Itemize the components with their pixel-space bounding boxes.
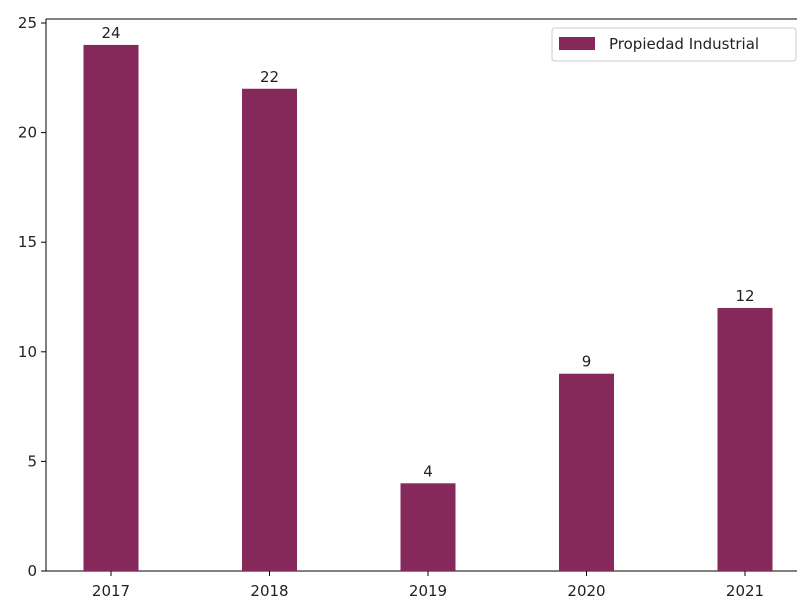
bar-2021 xyxy=(717,307,773,571)
data-label-2019: 4 xyxy=(423,462,433,480)
x-tick-label-2018: 2018 xyxy=(250,582,288,599)
x-tick-label-2019: 2019 xyxy=(409,582,447,599)
legend-swatch xyxy=(559,37,595,50)
data-label-2020: 9 xyxy=(582,353,592,371)
bar-2020 xyxy=(559,373,614,571)
bar-2019 xyxy=(400,483,456,571)
y-tick-label-25: 25 xyxy=(18,14,37,32)
x-tick-label-2021: 2021 xyxy=(726,582,764,599)
y-tick-label-20: 20 xyxy=(18,124,37,142)
legend-label: Propiedad Industrial xyxy=(609,35,759,53)
legend-box xyxy=(551,27,797,62)
x-tick-label-2020: 2020 xyxy=(567,582,605,599)
y-tick-label-0: 0 xyxy=(27,562,37,580)
x-tick-label-2017: 2017 xyxy=(92,582,130,599)
x-axis: 2017 2018 2019 2020 2021 xyxy=(92,571,764,599)
y-axis: 0 5 10 15 20 25 xyxy=(18,14,46,580)
legend: Propiedad Industrial xyxy=(551,27,797,62)
bar-2017 xyxy=(83,44,139,572)
data-label-2018: 22 xyxy=(260,68,279,86)
bars xyxy=(83,44,773,572)
y-tick-label-5: 5 xyxy=(27,452,37,470)
data-label-2017: 24 xyxy=(101,24,120,42)
y-tick-label-15: 15 xyxy=(18,233,37,251)
data-label-2021: 12 xyxy=(735,287,754,305)
y-tick-label-10: 10 xyxy=(18,343,37,361)
data-labels: 24 22 4 9 12 xyxy=(101,24,754,480)
bar-2018 xyxy=(242,88,297,571)
